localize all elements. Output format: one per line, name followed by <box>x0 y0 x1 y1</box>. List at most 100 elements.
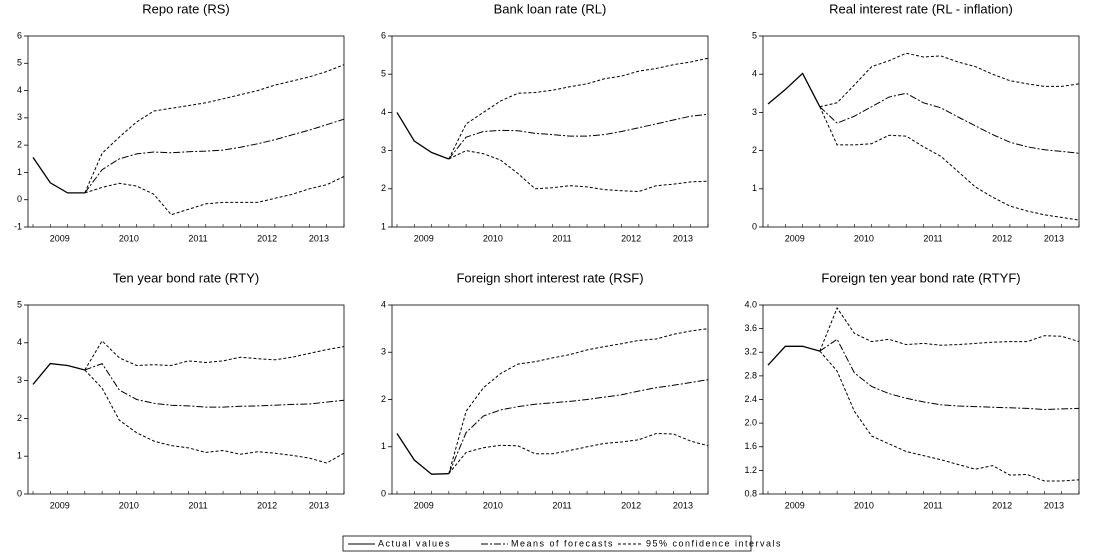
y-tick-label: 2 <box>381 183 386 193</box>
x-tick-label: 2012 <box>992 233 1012 243</box>
series-line <box>84 176 345 216</box>
series-line <box>819 338 1080 411</box>
y-tick-label: 3 <box>381 145 386 155</box>
y-tick-label: 5 <box>17 58 22 68</box>
x-tick-label: 2010 <box>854 233 874 243</box>
y-tick-label: 4 <box>17 85 22 95</box>
x-tick-label: 2009 <box>414 233 434 243</box>
y-tick-label: 2.8 <box>744 370 757 380</box>
chart-title: Real interest rate (RL - inflation) <box>829 1 1013 16</box>
y-tick-label: 3.6 <box>744 323 757 333</box>
legend-label: 95% confidence intervals <box>646 538 782 548</box>
x-tick-label: 2011 <box>552 500 571 510</box>
x-tick-label: 2012 <box>257 500 277 510</box>
x-tick-label: 2009 <box>50 233 70 243</box>
y-tick-label: 6 <box>17 30 22 40</box>
y-tick-label: 0 <box>17 194 22 204</box>
y-tick-label: 4 <box>752 69 757 79</box>
series-line <box>448 379 709 474</box>
x-tick-label: 2013 <box>673 233 693 243</box>
y-tick-label: 1 <box>17 167 22 177</box>
y-tick-label: 5 <box>381 69 386 79</box>
y-tick-label: 4 <box>17 337 22 347</box>
x-tick-label: 2012 <box>621 233 641 243</box>
series-line <box>448 328 709 474</box>
series-line <box>448 57 709 160</box>
y-tick-label: 1 <box>17 451 22 461</box>
series-line <box>84 362 345 408</box>
y-tick-label: 2 <box>752 145 757 155</box>
y-tick-label: 0.8 <box>744 488 757 498</box>
chart-title: Repo rate (RS) <box>142 1 229 16</box>
x-tick-label: 2011 <box>923 500 942 510</box>
series-line <box>84 118 345 194</box>
legend-label: Actual values <box>378 538 451 548</box>
series-line <box>448 113 709 160</box>
series-line <box>819 306 1080 352</box>
series-line <box>819 106 1080 221</box>
series-line <box>396 112 450 160</box>
x-tick-label: 2011 <box>923 233 942 243</box>
y-tick-label: 3 <box>381 347 386 357</box>
y-tick-label: 3 <box>17 112 22 122</box>
x-tick-label: 2013 <box>1044 233 1064 243</box>
x-tick-label: 2009 <box>785 500 805 510</box>
series-line <box>448 432 709 475</box>
plot-frame <box>762 35 1080 228</box>
series-line <box>448 150 709 193</box>
series-line <box>32 157 85 194</box>
y-tick-label: 0 <box>17 488 22 498</box>
x-tick-label: 2010 <box>483 233 503 243</box>
x-tick-label: 2012 <box>257 233 277 243</box>
x-tick-label: 2012 <box>992 500 1012 510</box>
plot-frame <box>391 35 709 228</box>
chart-title: Ten year bond rate (RTY) <box>113 270 259 285</box>
x-tick-label: 2009 <box>414 500 434 510</box>
x-tick-label: 2011 <box>188 233 207 243</box>
chart-title: Foreign short interest rate (RSF) <box>456 270 643 285</box>
x-tick-label: 2010 <box>483 500 503 510</box>
series-line <box>32 362 85 385</box>
series-line <box>819 52 1080 108</box>
series-line <box>396 433 449 475</box>
y-tick-label: 4 <box>381 299 386 309</box>
series-line <box>819 92 1080 154</box>
chart-title: Bank loan rate (RL) <box>494 1 607 16</box>
x-tick-label: 2013 <box>309 500 329 510</box>
series-line <box>84 340 345 371</box>
y-tick-label: 3.2 <box>744 347 757 357</box>
x-tick-label: 2011 <box>188 500 207 510</box>
y-tick-label: 6 <box>381 30 386 40</box>
chart-title: Foreign ten year bond rate (RTYF) <box>821 270 1020 285</box>
x-tick-label: 2010 <box>854 500 874 510</box>
x-tick-label: 2012 <box>621 500 641 510</box>
x-tick-label: 2013 <box>673 500 693 510</box>
y-tick-label: 2 <box>17 140 22 150</box>
x-tick-label: 2010 <box>119 500 139 510</box>
series-line <box>767 345 820 366</box>
legend-label: Means of forecasts <box>511 538 614 548</box>
plot-frame <box>391 304 709 495</box>
plot-frame <box>27 304 345 495</box>
y-tick-label: 1.2 <box>744 465 757 475</box>
series-line <box>767 72 821 107</box>
y-tick-label: 1.6 <box>744 441 757 451</box>
y-tick-label: -1 <box>14 221 22 231</box>
x-tick-label: 2010 <box>119 233 139 243</box>
series-line <box>84 369 345 464</box>
series-line <box>819 350 1080 482</box>
x-tick-label: 2009 <box>785 233 805 243</box>
y-tick-label: 4 <box>381 107 386 117</box>
series-line <box>84 64 345 194</box>
y-tick-label: 0 <box>752 221 757 231</box>
x-tick-label: 2009 <box>50 500 70 510</box>
legend: Actual values Means of forecasts 95% con… <box>342 535 782 552</box>
x-tick-label: 2013 <box>1044 500 1064 510</box>
y-tick-label: 2.0 <box>744 418 757 428</box>
y-tick-label: 1 <box>752 183 757 193</box>
y-tick-label: 1 <box>381 441 386 451</box>
y-tick-label: 5 <box>752 30 757 40</box>
plot-frame <box>762 304 1080 495</box>
y-tick-label: 5 <box>17 299 22 309</box>
